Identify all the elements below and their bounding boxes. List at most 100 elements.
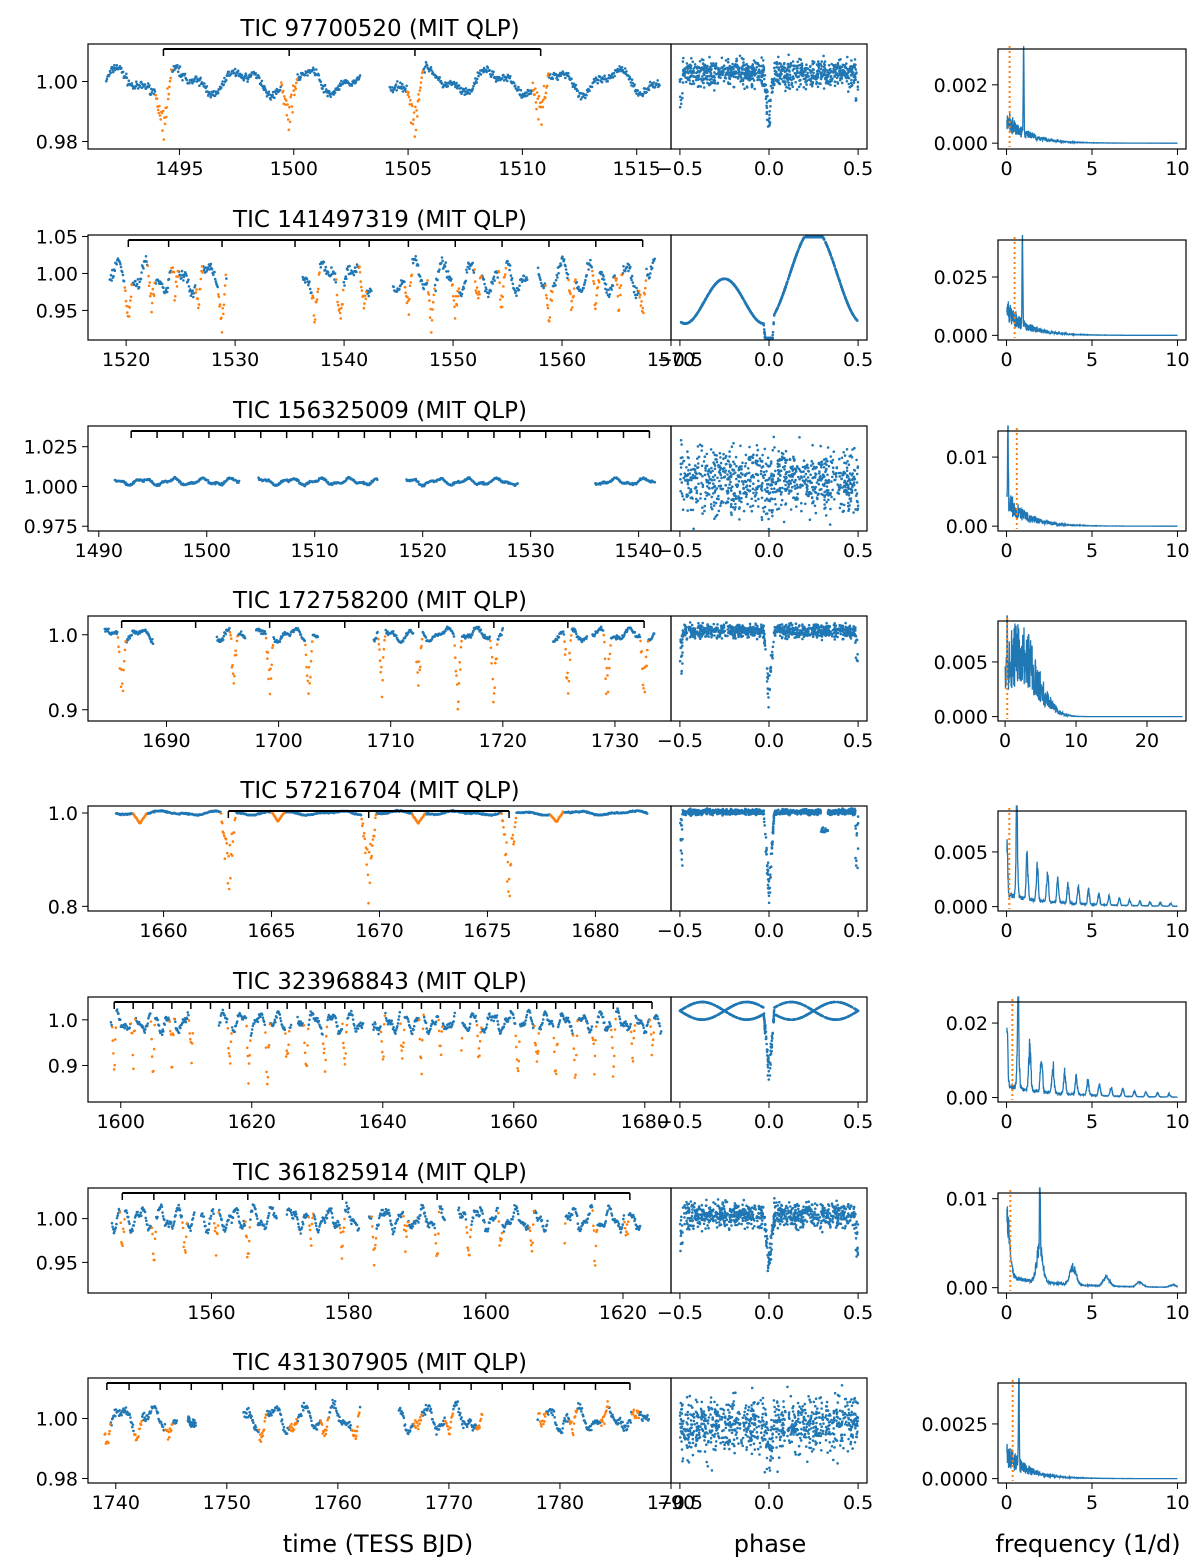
phase-point <box>834 267 837 271</box>
phase-point <box>712 284 716 288</box>
phase-point <box>693 65 697 69</box>
row-1-time-xtick-label-0: 1520 <box>102 349 150 371</box>
time-point <box>534 87 537 90</box>
time-point <box>619 284 623 287</box>
phase-point <box>699 492 702 496</box>
time-point <box>611 76 614 79</box>
phase-point <box>798 71 801 75</box>
phase-point <box>797 85 801 89</box>
time-point <box>588 89 591 93</box>
row-1-time-xtick-label-3: 1550 <box>429 349 477 371</box>
phase-point <box>778 76 782 80</box>
phase-point <box>780 297 783 301</box>
phase-point <box>771 333 774 337</box>
time-point <box>636 89 639 92</box>
phase-point <box>704 466 707 470</box>
time-point <box>113 63 116 67</box>
time-point <box>140 271 143 274</box>
phase-point <box>738 54 742 58</box>
time-point <box>188 82 191 85</box>
phase-point <box>810 84 814 88</box>
phase-point <box>726 477 729 481</box>
time-point <box>174 295 177 298</box>
phase-point <box>798 246 801 249</box>
time-point <box>562 258 566 261</box>
time-point <box>416 115 419 118</box>
time-point <box>547 72 550 75</box>
phase-point <box>713 467 717 471</box>
time-point <box>648 276 651 279</box>
time-point <box>201 271 204 274</box>
time-point <box>541 105 545 109</box>
phase-point <box>765 104 768 108</box>
phase-point <box>838 475 842 478</box>
phase-point <box>781 486 784 490</box>
phase-point <box>824 81 828 85</box>
phase-point <box>824 76 827 80</box>
phase-point <box>764 97 768 101</box>
phase-point <box>765 497 769 501</box>
row-1-time-points <box>108 254 656 300</box>
phase-point <box>762 470 766 474</box>
phase-point <box>845 466 849 470</box>
time-point <box>544 284 547 287</box>
phase-point <box>744 495 748 499</box>
time-point <box>275 92 278 96</box>
phase-point <box>752 59 756 62</box>
time-point <box>342 280 346 284</box>
phase-point <box>849 81 853 85</box>
time-point <box>420 279 424 283</box>
phase-point <box>760 64 763 68</box>
time-point <box>413 135 417 138</box>
phase-point <box>827 249 831 252</box>
row-0-time-ytick-label-1: 1.00 <box>36 72 78 94</box>
time-point <box>569 292 572 296</box>
phase-point <box>820 60 824 63</box>
time-point <box>213 277 217 281</box>
time-point <box>180 269 184 273</box>
phase-point <box>810 464 813 467</box>
phase-point <box>691 79 695 83</box>
time-point <box>354 81 358 84</box>
time-point <box>574 83 578 87</box>
phase-point <box>804 502 807 506</box>
phase-point <box>797 475 800 479</box>
phase-point <box>708 74 712 78</box>
time-point <box>649 272 652 275</box>
time-point <box>411 261 415 265</box>
phase-point <box>856 504 860 508</box>
phase-point <box>739 475 742 479</box>
phase-point <box>681 96 684 100</box>
time-point <box>480 275 483 278</box>
phase-point <box>789 480 792 483</box>
phase-point <box>818 472 821 475</box>
time-point <box>472 84 475 88</box>
phase-point <box>791 263 795 267</box>
time-point <box>627 269 630 273</box>
phase-point <box>804 76 807 80</box>
time-point <box>420 76 423 79</box>
time-point <box>539 281 543 285</box>
time-point <box>438 76 442 79</box>
phase-point <box>845 76 849 80</box>
phase-point <box>720 487 724 491</box>
time-point <box>501 295 505 299</box>
time-point <box>105 79 108 83</box>
phase-point <box>840 73 844 76</box>
time-point <box>638 296 641 299</box>
phase-point <box>737 480 741 483</box>
time-point <box>180 74 184 78</box>
phase-point <box>774 503 777 506</box>
time-point <box>616 294 620 298</box>
time-point <box>154 93 157 97</box>
phase-point <box>739 444 742 448</box>
phase-point <box>778 302 781 306</box>
phase-point <box>775 62 778 66</box>
phase-point <box>729 511 733 514</box>
row-2-time-ytick-label-0: 0.975 <box>24 516 78 538</box>
time-point <box>399 81 402 84</box>
phase-point <box>755 453 759 457</box>
phase-point <box>854 494 858 498</box>
phase-point <box>715 454 718 457</box>
phase-point <box>846 460 849 463</box>
